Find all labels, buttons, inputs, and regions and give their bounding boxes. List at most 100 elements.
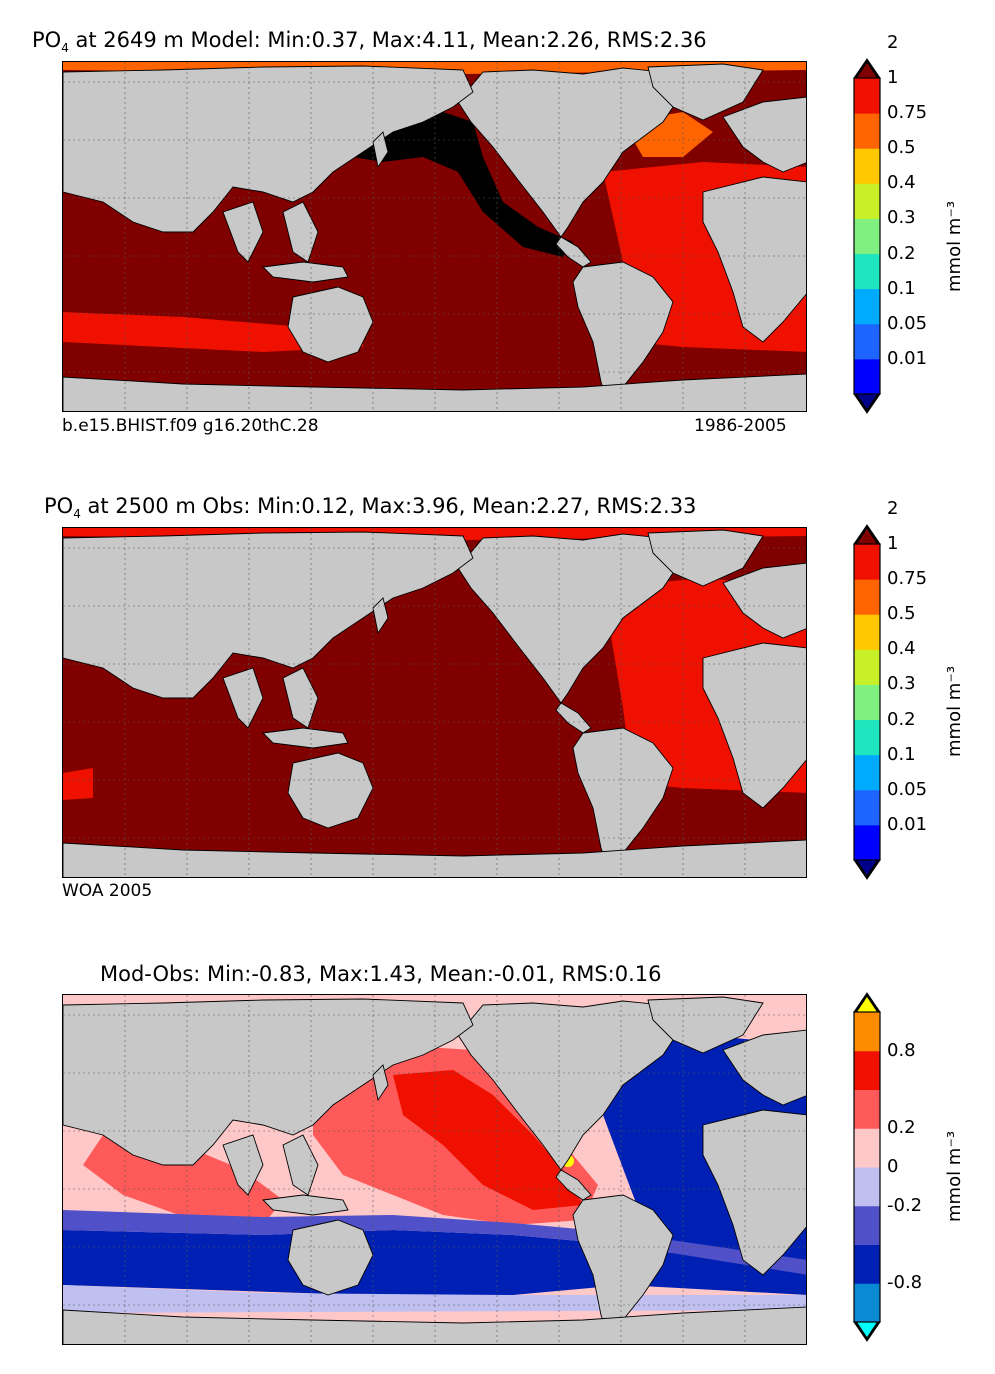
ocean-field-southern-band — [63, 312, 363, 352]
colorbar-tick-label: 1 — [887, 67, 899, 88]
colorbar-segment — [854, 544, 880, 580]
colorbar-tick-label: -0.8 — [887, 1272, 923, 1294]
panel2-caption-left: WOA 2005 — [62, 881, 153, 901]
colorbar-segment — [854, 649, 880, 685]
colorbar-segment — [854, 1167, 880, 1207]
colorbar-segment — [854, 253, 880, 290]
land-europe — [722, 96, 806, 173]
land-northAmerica — [457, 1000, 684, 1171]
colorbar-segment — [854, 183, 880, 219]
colorbar-tick-label: 0.2 — [887, 708, 916, 730]
panel2-colorbar — [853, 524, 881, 880]
colorbar-extend-min-fill — [857, 394, 877, 409]
land-japan — [372, 597, 389, 635]
colorbar-tick-label: 0.3 — [887, 207, 916, 229]
land-africa — [702, 176, 806, 343]
colorbar-tick-label: 0.01 — [887, 347, 928, 369]
land-india — [222, 201, 264, 263]
colorbar-tick-label: 0.5 — [887, 137, 916, 159]
panel1-unit-label: mmol m⁻³ — [944, 200, 965, 292]
land-eurasia — [63, 531, 474, 699]
colorbar-outline — [853, 1011, 881, 1323]
colorbar-extend-max-fill — [857, 63, 877, 78]
colorbar-tick-label: 0.05 — [887, 312, 928, 334]
colorbar-tick-label: 0 — [887, 1156, 899, 1177]
panel3-map — [62, 994, 807, 1345]
colorbar-tick-label: -0.2 — [887, 1194, 923, 1216]
colorbar-extend-min-fill — [857, 1322, 877, 1337]
colorbar-extend-max-fill — [857, 529, 877, 544]
colorbar-segment — [854, 78, 880, 114]
land-seAsia — [282, 1134, 319, 1196]
panel2-map — [62, 527, 807, 878]
colorbar-tick-label: 0.1 — [887, 277, 916, 299]
land-australia — [287, 752, 374, 829]
colorbar-tick-label: 0.3 — [887, 673, 916, 695]
panel3-unit-label: mmol m⁻³ — [944, 1130, 965, 1222]
colorbar-outline — [853, 543, 881, 861]
land-northAmerica — [457, 67, 684, 238]
panel1-title: PO4 at 2649 m Model: Min:0.37, Max:4.11,… — [32, 28, 707, 56]
colorbar-segment — [854, 1089, 880, 1129]
colorbar-tick-label: 0.75 — [887, 102, 928, 124]
colorbar-extend-max-fill — [857, 997, 877, 1012]
colorbar-extend-min-fill — [857, 860, 877, 875]
colorbar-tick-label: 0.8 — [887, 1039, 916, 1061]
colorbar-tick-label: 0.1 — [887, 743, 916, 765]
land-europe — [722, 562, 806, 639]
colorbar-segment — [854, 1128, 880, 1168]
colorbar-segment — [854, 824, 880, 861]
colorbar-segment — [854, 1205, 880, 1245]
panel1-caption-right: 1986-2005 — [694, 416, 787, 436]
land-greenland — [647, 529, 764, 587]
colorbar-outline — [853, 77, 881, 395]
land-africa — [702, 1109, 806, 1276]
panel2-title: PO4 at 2500 m Obs: Min:0.12, Max:3.96, M… — [44, 494, 697, 522]
panel3-title: Mod-Obs: Min:-0.83, Max:1.43, Mean:-0.01… — [100, 962, 662, 986]
land-antarctica — [63, 839, 806, 877]
colorbar-segment — [854, 579, 880, 615]
colorbar-tick-label: 2 — [887, 497, 899, 519]
colorbar-tick-label: 0.01 — [887, 813, 928, 835]
colorbar-segment — [854, 614, 880, 650]
panel1-map — [62, 61, 807, 412]
land-indonesia — [262, 261, 349, 283]
land-seAsia — [282, 667, 319, 729]
colorbar-tick-label: 0.75 — [887, 568, 928, 590]
land-australia — [287, 286, 374, 363]
land-india — [222, 1134, 264, 1196]
panel3-colorbar — [853, 992, 881, 1342]
gridlines — [63, 528, 806, 877]
ocean-field-pacific-high — [393, 1070, 583, 1210]
land-africa — [702, 642, 806, 809]
colorbar-segment — [854, 218, 880, 255]
land-seAsia — [282, 201, 319, 263]
colorbar-tick-label: 0.05 — [887, 778, 928, 800]
land-japan — [372, 1064, 389, 1102]
ocean-field-max-region — [343, 112, 573, 257]
colorbar-tick-label: 0.4 — [887, 172, 916, 194]
colorbar-tick-label: 0.5 — [887, 603, 916, 625]
colorbar-segment — [854, 719, 880, 756]
colorbar-segment — [854, 789, 880, 826]
colorbar-segment — [854, 323, 880, 360]
land-japan — [372, 131, 389, 169]
ocean-field-sw-indian — [63, 768, 93, 800]
colorbar-tick-label: 2 — [887, 31, 899, 53]
land-australia — [287, 1219, 374, 1296]
land-antarctica — [63, 1306, 806, 1344]
colorbar-tick-label: 1 — [887, 533, 899, 554]
land-indonesia — [262, 1194, 349, 1216]
colorbar-segment — [854, 1012, 880, 1052]
colorbar-segment — [854, 288, 880, 325]
colorbar-segment — [854, 113, 880, 149]
colorbar-segment — [854, 684, 880, 721]
panel1-colorbar — [853, 58, 881, 414]
land-eurasia — [63, 65, 474, 233]
gridlines — [63, 995, 806, 1344]
ocean-field-indian-positive — [83, 1135, 283, 1225]
panel2-unit-label: mmol m⁻³ — [944, 665, 965, 757]
colorbar-tick-label: 0.2 — [887, 242, 916, 264]
land-indonesia — [262, 727, 349, 749]
land-eurasia — [63, 998, 474, 1166]
